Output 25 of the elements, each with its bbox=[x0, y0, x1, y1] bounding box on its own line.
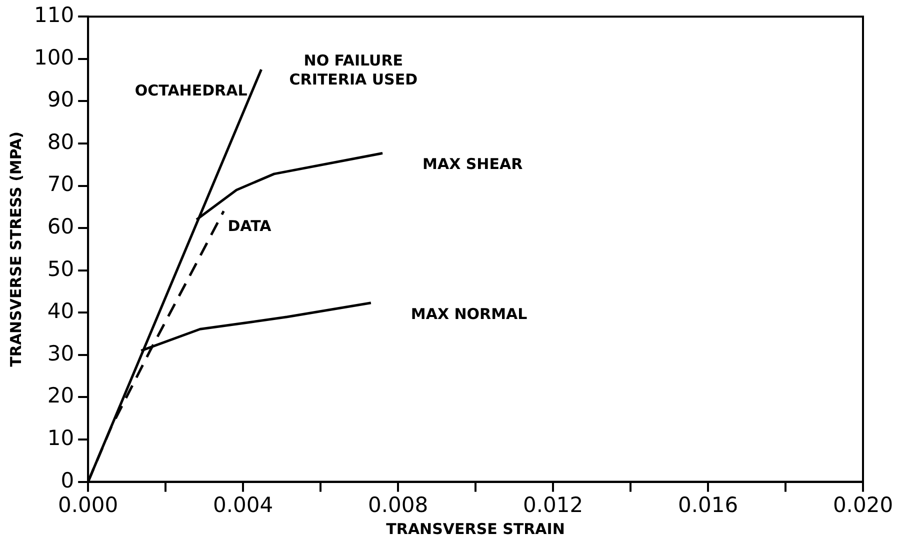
y-tick-label: 10 bbox=[47, 426, 74, 450]
y-axis-title: TRANSVERSE STRESS (MPA) bbox=[6, 132, 25, 367]
y-tick-label: 20 bbox=[47, 384, 74, 408]
text: MAX SHEAR bbox=[422, 155, 524, 174]
series-label: OCTAHEDRAL bbox=[134, 81, 248, 100]
y-tick-label: 70 bbox=[47, 172, 74, 196]
y-tick-label: 60 bbox=[47, 214, 74, 239]
y-tick-label: 100 bbox=[34, 45, 74, 70]
x-tick-label: 0.008 bbox=[368, 492, 428, 517]
x-tick-label: 0.000 bbox=[58, 492, 118, 517]
x-tick-label: 0.016 bbox=[678, 492, 738, 517]
x-axis-title: TRANSVERSE STRAIN bbox=[386, 520, 565, 538]
annotation: NO FAILURE CRITERIA USED bbox=[289, 51, 418, 88]
y-tick-label: 50 bbox=[47, 256, 74, 281]
y-tick-label: 40 bbox=[47, 299, 74, 324]
x-tick-label: 0.012 bbox=[522, 492, 584, 517]
series-label: DATA bbox=[228, 217, 272, 236]
text: MAX NORMAL bbox=[410, 304, 528, 323]
y-tick-label: 0 bbox=[60, 468, 74, 492]
x-tick-label: 0.004 bbox=[213, 492, 274, 517]
y-tick-label: 90 bbox=[47, 88, 74, 112]
x-tick-label: 0.020 bbox=[832, 492, 894, 517]
y-tick-label: 110 bbox=[34, 3, 74, 28]
y-tick-label: 80 bbox=[47, 130, 74, 154]
y-tick-label: 30 bbox=[47, 341, 74, 366]
